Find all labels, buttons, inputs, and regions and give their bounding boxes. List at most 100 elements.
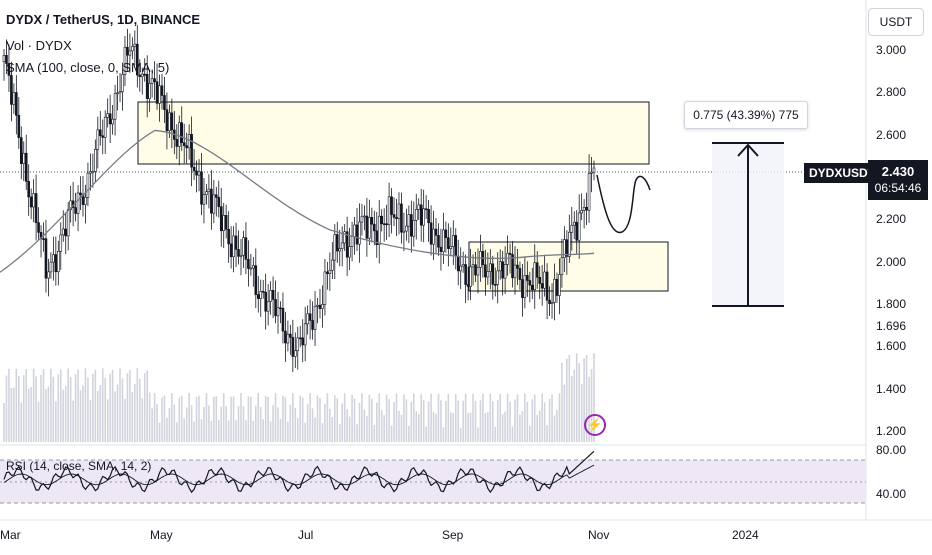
volume-bar	[94, 369, 97, 442]
candle-body	[34, 193, 38, 223]
volume-bar	[524, 393, 526, 442]
candle-body	[543, 271, 546, 289]
time-tick: 2024	[732, 528, 759, 542]
volume-bar	[210, 420, 213, 442]
volume-bar	[408, 426, 410, 442]
candle-body	[592, 167, 596, 173]
candle-body	[133, 43, 137, 47]
currency-selector[interactable]: USDT	[868, 8, 924, 36]
volume-bar	[556, 410, 558, 442]
candle-body	[316, 304, 319, 307]
upper-supply-zone[interactable]	[137, 101, 650, 165]
volume-bar	[215, 396, 218, 442]
volume-bar	[183, 418, 186, 442]
volume-bar	[296, 418, 299, 442]
candle-body	[503, 264, 507, 279]
volume-bar	[121, 378, 124, 442]
candle-body	[526, 275, 529, 281]
volume-bar	[269, 421, 272, 442]
volume-bar	[225, 405, 227, 442]
candle-body	[185, 145, 188, 149]
candle-body	[558, 274, 561, 296]
volume-bar	[25, 369, 28, 442]
symbol-tag: DYDXUSDT	[804, 163, 881, 183]
candle-body	[385, 223, 388, 226]
candle-body	[197, 171, 201, 176]
volume-bar	[548, 398, 551, 442]
candle-body	[59, 234, 63, 252]
candle-body	[256, 294, 260, 299]
candle-body	[587, 172, 591, 211]
candle-body	[108, 113, 112, 125]
volume-bar	[143, 372, 146, 442]
candle-body	[254, 265, 258, 295]
volume-bar	[366, 415, 368, 442]
volume-bar	[442, 427, 445, 442]
candle-body	[200, 171, 203, 205]
volume-bar	[124, 398, 126, 442]
candle-body	[518, 268, 522, 280]
measure-arrow-head	[737, 143, 759, 157]
volume-bar	[538, 410, 541, 442]
candle-body	[76, 192, 80, 214]
candle-body	[10, 75, 13, 105]
volume-bar	[259, 406, 262, 442]
volume-bar	[13, 387, 15, 442]
candle-body	[247, 259, 250, 269]
candle-body	[456, 255, 460, 272]
volume-bar	[484, 413, 487, 442]
candle-body	[501, 261, 504, 279]
volume-bar	[247, 396, 250, 442]
volume-bar	[331, 417, 334, 442]
candle-body	[451, 235, 455, 247]
candle-body	[103, 116, 107, 138]
volume-bar	[262, 419, 265, 442]
volume-bar	[208, 405, 210, 442]
candle-body	[2, 54, 6, 62]
rsi-tick: 40.00	[876, 487, 907, 501]
volume-bar	[299, 395, 302, 442]
candle-body	[533, 262, 537, 291]
candle-body	[577, 212, 581, 241]
candle-body	[98, 129, 102, 137]
volume-bar	[195, 397, 198, 442]
candle-body	[170, 112, 174, 131]
legend-rsi: RSI (14, close, SMA, 14, 2)	[6, 459, 152, 473]
volume-bar	[487, 412, 489, 442]
volume-bar	[383, 415, 385, 442]
candle-body	[540, 283, 544, 289]
candle-body	[580, 209, 583, 214]
volume-bar	[35, 376, 37, 442]
candle-body	[259, 291, 263, 299]
volume-bar	[104, 377, 107, 442]
volume-bar	[136, 368, 139, 442]
volume-bar	[489, 393, 492, 442]
candle-body	[158, 85, 161, 104]
legend-volume: Vol · DYDX	[6, 38, 72, 53]
volume-bar	[158, 422, 161, 442]
candle-body	[434, 228, 438, 236]
volume-bar	[173, 404, 176, 442]
volume-bar	[570, 376, 573, 442]
candle-body	[143, 73, 147, 76]
volume-bar	[101, 368, 104, 442]
candle-body	[474, 264, 477, 276]
candle-body	[24, 152, 28, 182]
rsi-line	[3, 450, 595, 494]
volume-bar	[277, 407, 279, 442]
lightning-bolt-icon[interactable]: ⚡	[584, 414, 606, 436]
volume-bar	[59, 369, 62, 442]
volume-bar	[491, 401, 494, 442]
volume-bar	[314, 417, 316, 442]
candle-body	[210, 188, 213, 214]
candle-body	[548, 299, 551, 304]
volume-bar	[213, 396, 215, 442]
volume-bar	[566, 358, 568, 442]
volume-bar	[467, 412, 469, 442]
candle-body	[407, 214, 411, 227]
candle-body	[101, 135, 105, 138]
volume-bar	[264, 396, 267, 442]
candle-body	[249, 267, 253, 270]
